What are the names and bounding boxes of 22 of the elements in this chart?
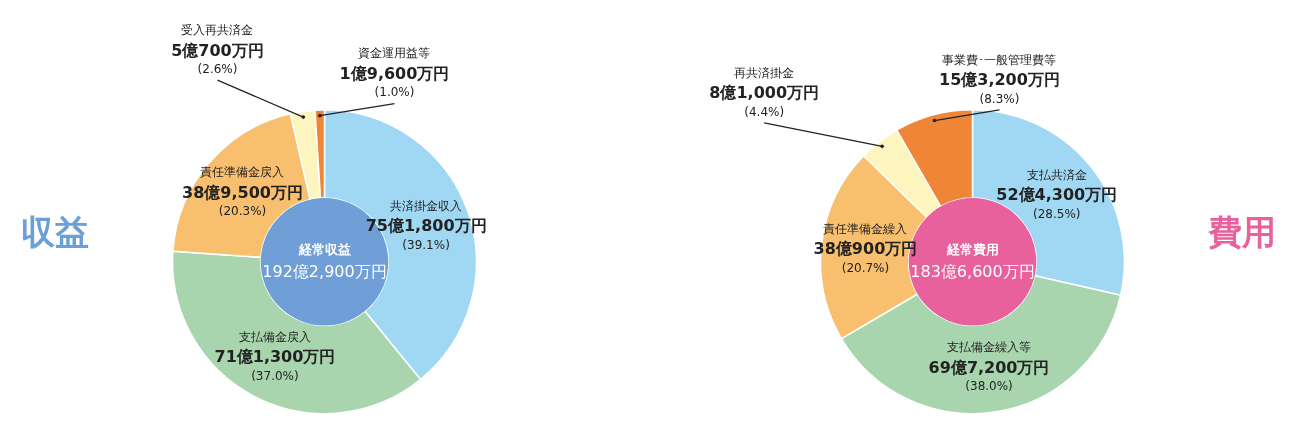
- data-label: 69億7,200万円 (38.0%): [928, 357, 1050, 394]
- slice-label: 事業費･一般管理費等: [942, 52, 1057, 67]
- slice-label: 受入再共済金: [181, 23, 254, 38]
- text: 費用: [1207, 211, 1277, 252]
- slice-label: 再共済掛金: [734, 65, 795, 80]
- data-label: 75億1,800万円 (39.1%): [365, 216, 487, 252]
- text: 収益: [20, 211, 89, 252]
- slice-label: 支払共済金: [1026, 167, 1087, 182]
- slice-label: 支払備金戻入: [238, 329, 311, 344]
- data-label: 8億1,000万円 (4.4%): [709, 83, 820, 119]
- data-label: 52億4,300万円 (28.5%): [996, 185, 1118, 221]
- data-label: 71億1,300万円 (37.0%): [214, 347, 336, 383]
- text: 192億2,900万円: [262, 262, 387, 282]
- slice-label: 共済掛金収入: [390, 198, 463, 213]
- data-label: 1億9,600万円 (1.0%): [339, 63, 450, 100]
- slice-label: 支払備金繰入等: [947, 340, 1032, 355]
- text: 経常収益: [297, 242, 351, 258]
- slice-label: 資金運用益等: [358, 46, 431, 61]
- data-label: 5億700万円 (2.6%): [171, 40, 264, 77]
- text: 経常費用: [945, 242, 999, 258]
- data-label: 15億3,200万円 (8.3%): [939, 70, 1060, 106]
- slice-label: 責任準備金戻入: [200, 165, 285, 180]
